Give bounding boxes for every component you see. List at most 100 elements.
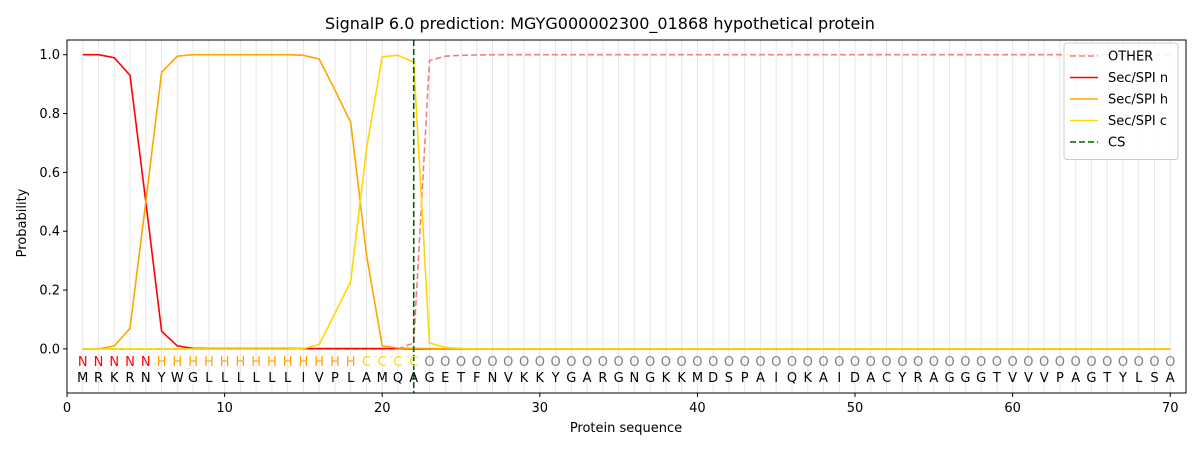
region-label: O bbox=[755, 355, 765, 370]
residue-letter: T bbox=[456, 371, 465, 386]
residue-letter: G bbox=[976, 371, 986, 386]
residue-letter: K bbox=[110, 371, 119, 386]
residue-letter: Y bbox=[551, 371, 560, 386]
region-label: O bbox=[960, 355, 970, 370]
x-tick-label: 60 bbox=[1004, 401, 1021, 416]
region-label: C bbox=[393, 355, 402, 370]
region-label: O bbox=[519, 355, 529, 370]
region-label: O bbox=[472, 355, 482, 370]
residue-letter: T bbox=[992, 371, 1001, 386]
region-label: O bbox=[614, 355, 624, 370]
region-label: O bbox=[1039, 355, 1049, 370]
residue-letter: E bbox=[441, 371, 449, 386]
residue-letter: L bbox=[205, 371, 213, 386]
region-label: O bbox=[629, 355, 639, 370]
region-label: C bbox=[378, 355, 387, 370]
residue-letter: R bbox=[126, 371, 135, 386]
region-label: N bbox=[141, 355, 151, 370]
region-label: H bbox=[330, 355, 340, 370]
region-label: H bbox=[172, 355, 182, 370]
residue-letter: A bbox=[819, 371, 828, 386]
region-label: H bbox=[346, 355, 356, 370]
region-label: O bbox=[1165, 355, 1175, 370]
region-label: O bbox=[1149, 355, 1159, 370]
region-label: H bbox=[299, 355, 309, 370]
series-line-sec-spi-c bbox=[82, 54, 1171, 350]
region-label: O bbox=[850, 355, 860, 370]
region-label: O bbox=[929, 355, 939, 370]
region-label: H bbox=[251, 355, 261, 370]
region-label: O bbox=[866, 355, 876, 370]
residue-letter: L bbox=[253, 371, 261, 386]
residue-letter: A bbox=[1166, 371, 1175, 386]
x-tick-label: 50 bbox=[847, 401, 864, 416]
residue-letter: G bbox=[424, 371, 434, 386]
series-line-sec-spi-h bbox=[82, 53, 1171, 350]
region-label: H bbox=[314, 355, 324, 370]
residue-letter: V bbox=[1024, 371, 1033, 386]
legend-box bbox=[1063, 42, 1179, 160]
residue-letter: A bbox=[1071, 371, 1080, 386]
residue-letter: L bbox=[1135, 371, 1143, 386]
region-label: O bbox=[1023, 355, 1033, 370]
region-label: H bbox=[267, 355, 277, 370]
y-tick-label: 1.0 bbox=[39, 48, 60, 63]
residue-letter: P bbox=[1056, 371, 1064, 386]
region-label: O bbox=[535, 355, 545, 370]
region-label: O bbox=[692, 355, 702, 370]
region-label: O bbox=[724, 355, 734, 370]
residue-letter: D bbox=[708, 371, 718, 386]
series-line-sec-spi-n bbox=[82, 53, 1171, 350]
residue-letter: D bbox=[850, 371, 860, 386]
legend: OTHER Sec/SPI n Sec/SPI h Sec/SPI c CS bbox=[1063, 42, 1179, 160]
legend-label-sec-spi-h: Sec/SPI h bbox=[1108, 93, 1168, 108]
region-label: O bbox=[1102, 355, 1112, 370]
region-label: O bbox=[834, 355, 844, 370]
region-label: O bbox=[881, 355, 891, 370]
residue-letter: L bbox=[284, 371, 292, 386]
y-tick-label: 0.2 bbox=[39, 284, 60, 299]
residue-letter: A bbox=[583, 371, 592, 386]
residue-letter: M bbox=[77, 371, 88, 386]
region-label: O bbox=[550, 355, 560, 370]
region-label: O bbox=[566, 355, 576, 370]
legend-label-other: OTHER bbox=[1108, 50, 1153, 65]
series-layer bbox=[82, 40, 1171, 393]
residue-letter: F bbox=[473, 371, 480, 386]
x-tick-label: 40 bbox=[689, 401, 706, 416]
residue-letter: P bbox=[741, 371, 749, 386]
region-label: N bbox=[109, 355, 119, 370]
residue-letter: Y bbox=[157, 371, 166, 386]
residue-letter: V bbox=[315, 371, 324, 386]
region-label: H bbox=[204, 355, 214, 370]
residue-letter: N bbox=[141, 371, 151, 386]
region-label: C bbox=[362, 355, 371, 370]
region-label: O bbox=[598, 355, 608, 370]
residue-letter: Q bbox=[393, 371, 403, 386]
residue-letter: V bbox=[1040, 371, 1049, 386]
region-label: O bbox=[992, 355, 1002, 370]
region-label: H bbox=[157, 355, 167, 370]
residue-letter: L bbox=[237, 371, 245, 386]
y-tick-label: 0.0 bbox=[39, 342, 60, 357]
region-label: O bbox=[976, 355, 986, 370]
residue-letter: Q bbox=[787, 371, 797, 386]
residue-letter: L bbox=[268, 371, 276, 386]
x-tick-label: 10 bbox=[216, 401, 233, 416]
residue-letter: G bbox=[614, 371, 624, 386]
residue-letter: G bbox=[1086, 371, 1096, 386]
residue-letter: I bbox=[774, 371, 778, 386]
residue-letter: A bbox=[756, 371, 765, 386]
region-label: O bbox=[440, 355, 450, 370]
residue-letter: C bbox=[882, 371, 891, 386]
legend-label-sec-spi-c: Sec/SPI c bbox=[1108, 114, 1167, 129]
region-label: O bbox=[677, 355, 687, 370]
residue-letter: L bbox=[221, 371, 229, 386]
x-tick-label: 20 bbox=[374, 401, 391, 416]
region-label: N bbox=[125, 355, 135, 370]
x-tick-label: 0 bbox=[63, 401, 71, 416]
series-line-other bbox=[82, 53, 1171, 350]
region-label: O bbox=[1008, 355, 1018, 370]
region-label: O bbox=[1071, 355, 1081, 370]
